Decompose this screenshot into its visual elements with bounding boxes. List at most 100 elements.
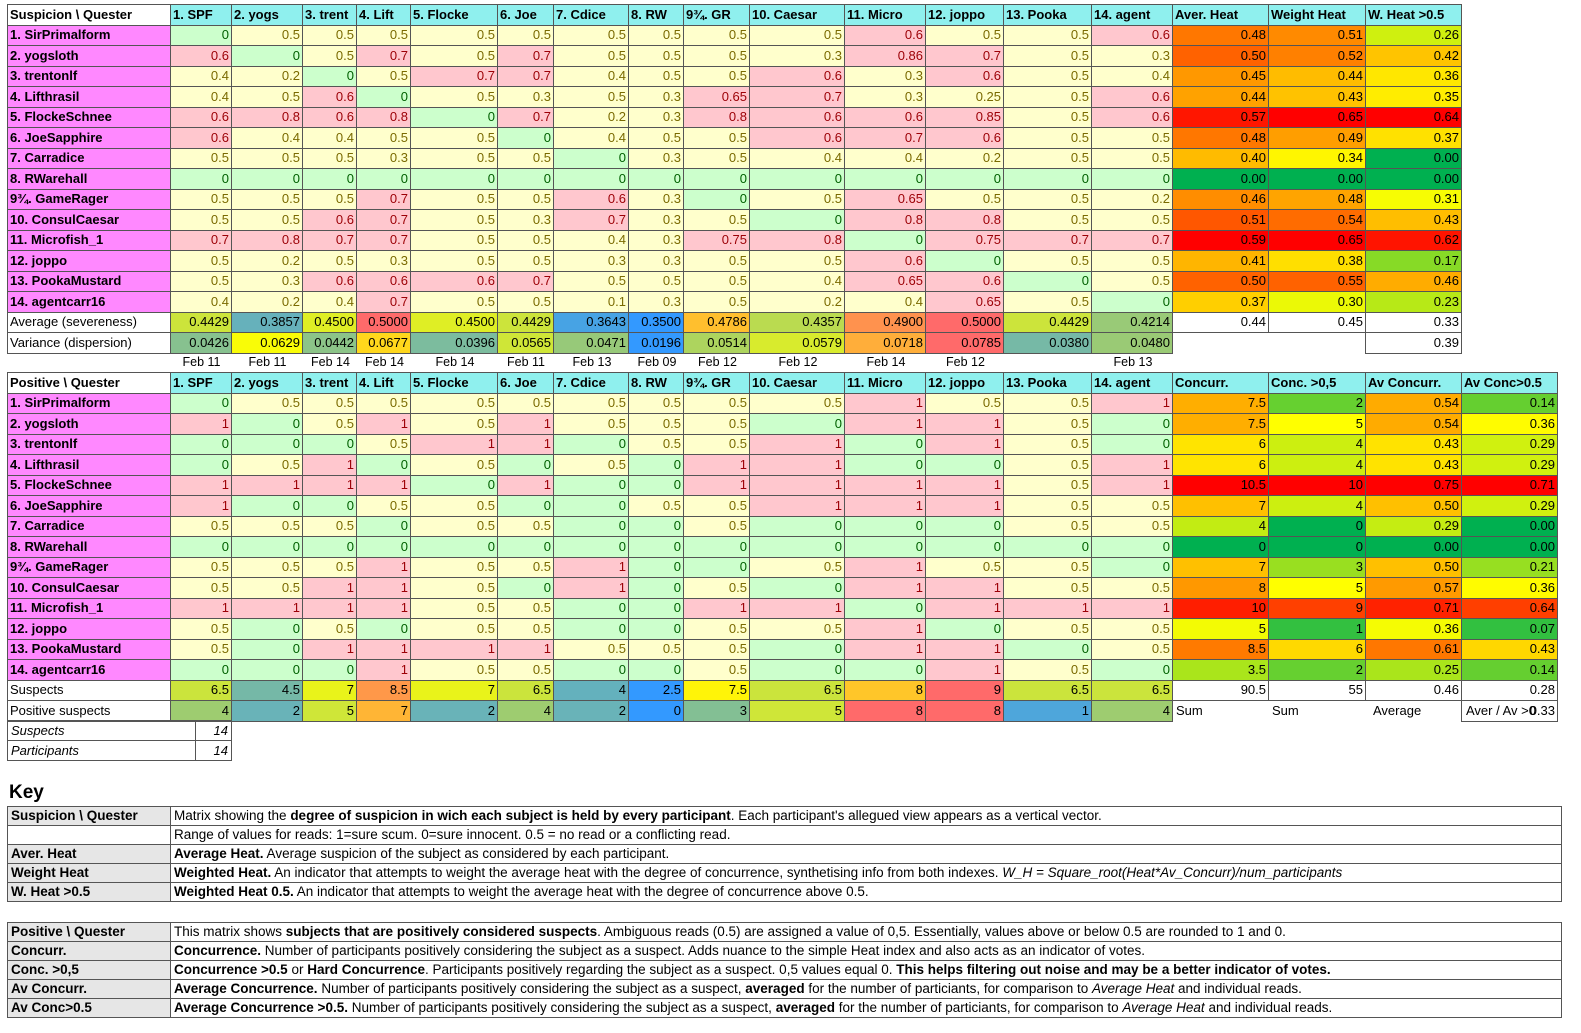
matrix-cell: 0.5	[410, 250, 498, 272]
matrix-cell: 0.5	[410, 515, 498, 537]
summary-cell: 0.36	[1461, 413, 1558, 435]
summary-cell: 0.71	[1365, 597, 1462, 619]
matrix-cell: 0.4	[553, 65, 629, 87]
matrix-cell: 1	[749, 433, 845, 455]
stat-cell: 0.0442	[302, 332, 357, 354]
matrix-cell: 0.3	[628, 106, 684, 128]
suspects-count-label: Suspects	[7, 720, 196, 741]
key-text-pre: Range of values for reads: 1=sure scum. …	[174, 827, 731, 842]
summary-cell: 0.26	[1365, 24, 1462, 46]
post-date: Feb 12	[698, 355, 737, 369]
matrix-cell: 0	[170, 24, 232, 46]
matrix-cell: 0.4	[231, 127, 303, 149]
matrix-cell: 0.7	[497, 45, 554, 67]
matrix-cell: 0.3	[749, 45, 845, 67]
matrix-cell: 1	[844, 556, 926, 578]
matrix-cell: 0.5	[1003, 659, 1092, 681]
table-row: 4. Lifthrasil 0 0.5 1 0 0.5 0 0.5 0 1 1 0 0 0.5 1 6 4 0.4…	[7, 454, 1558, 476]
matrix-cell: 0.5	[231, 188, 303, 210]
matrix-cell: 0.5	[1003, 577, 1092, 599]
matrix-cell: 0.5	[553, 638, 629, 660]
row-label: 10. ConsulCaesar	[7, 209, 171, 231]
table-row: 11. Microfish_1 1 1 1 1 0.5 0.5 0 0 1 1 0 1 1 1 10 9 0.71…	[7, 597, 1558, 619]
matrix-cell: 1	[683, 454, 750, 476]
table-row: 6. JoeSapphire 1 0 0 0.5 0.5 0 0 0.5 0.5 1 1 1 0.5 0.5…	[7, 495, 1558, 517]
matrix-cell: 0.5	[497, 597, 554, 619]
matrix-cell: 0	[628, 577, 684, 599]
matrix-cell: 0.5	[628, 127, 684, 149]
matrix-cell: 0	[749, 168, 845, 190]
matrix-cell: 0.4	[553, 229, 629, 251]
matrix-cell: 0	[628, 597, 684, 619]
matrix-cell: 0.65	[683, 86, 750, 108]
matrix-cell: 0	[302, 495, 357, 517]
stat-cell: 0.0471	[553, 332, 629, 354]
matrix-cell: 0.5	[749, 24, 845, 46]
matrix-cell: 0	[628, 536, 684, 558]
key-description: Average Concurrence. Number of participa…	[170, 979, 1562, 999]
stat-cell: 8	[925, 700, 1004, 722]
matrix-cell: 0.2	[553, 106, 629, 128]
matrix-cell: 0.7	[497, 106, 554, 128]
matrix-cell: 0.5	[1003, 618, 1092, 640]
summary-cell: 0.75	[1365, 474, 1462, 496]
matrix-cell: 0.75	[683, 229, 750, 251]
matrix-cell: 0	[1003, 638, 1092, 660]
matrix-cell: 0.5	[302, 413, 357, 435]
matrix-cell: 0.5	[231, 392, 303, 414]
matrix-cell: 1	[356, 577, 411, 599]
matrix-cell: 0	[844, 168, 926, 190]
matrix-cell: 0.5	[683, 392, 750, 414]
column-header: 13. Pooka	[1003, 4, 1092, 26]
summary-cell: 2	[1268, 659, 1366, 681]
summary-cell: 0.07	[1461, 618, 1558, 640]
key-text-bold: subjects that are positively considered …	[285, 924, 598, 939]
column-header: 7. Cdice	[553, 4, 629, 26]
matrix-cell: 0.6	[302, 86, 357, 108]
matrix-cell: 0.5	[683, 127, 750, 149]
matrix-cell: 1	[356, 413, 411, 435]
column-header: 12. joppo	[925, 4, 1004, 26]
column-header: 13. Pooka	[1003, 372, 1092, 394]
row-label: 10. ConsulCaesar	[7, 577, 171, 599]
matrix-cell: 0.75	[925, 229, 1004, 251]
matrix-cell: 0.5	[683, 495, 750, 517]
matrix-cell: 0.7	[356, 229, 411, 251]
summary-cell: 10	[1172, 597, 1269, 619]
summary-cell: 0.48	[1172, 127, 1269, 149]
matrix-cell: 1	[925, 474, 1004, 496]
matrix-cell: 0.4	[844, 147, 926, 169]
stat-cell: 0.0196	[628, 332, 684, 354]
matrix-cell: 0	[553, 536, 629, 558]
matrix-cell: 0.6	[170, 45, 232, 67]
matrix-cell: 0.5	[925, 556, 1004, 578]
column-header: 9¾. GR	[683, 4, 750, 26]
row-label: Average (severeness)	[7, 311, 171, 333]
key-description: This matrix shows subjects that are posi…	[170, 922, 1562, 942]
matrix-cell: 1	[410, 638, 498, 660]
matrix-cell: 1	[925, 413, 1004, 435]
matrix-cell: 1	[844, 495, 926, 517]
matrix-cell: 0	[844, 536, 926, 558]
matrix-cell: 0	[749, 209, 845, 231]
corner-header: Suspicion \ Quester	[7, 4, 171, 26]
matrix-cell: 1	[356, 597, 411, 619]
stat-cell: 5	[302, 700, 357, 722]
column-header: 5. Flocke	[410, 372, 498, 394]
key-description: Matrix showing the degree of suspicion i…	[170, 806, 1562, 826]
summary-cell: 2	[1268, 392, 1366, 414]
column-header: 11. Micro	[844, 372, 926, 394]
key-text-bold: Concurrence.	[174, 943, 262, 958]
stat-cell: 0.4429	[1003, 311, 1092, 333]
matrix-cell: 0.3	[497, 209, 554, 231]
matrix-cell: 0	[1091, 556, 1173, 578]
matrix-cell: 0	[749, 577, 845, 599]
matrix-cell: 0.5	[1003, 250, 1092, 272]
matrix-cell: 0	[410, 168, 498, 190]
matrix-cell: 1	[683, 597, 750, 619]
matrix-cell: 1	[356, 474, 411, 496]
matrix-cell: 0.5	[1003, 65, 1092, 87]
matrix-cell: 0.7	[356, 209, 411, 231]
matrix-cell: 0.5	[683, 24, 750, 46]
table-row: 8. RWarehall 0 0 0 0 0 0 0 0 0 0 0 0 0 0 0.00 0.00 0.00	[7, 168, 1462, 190]
